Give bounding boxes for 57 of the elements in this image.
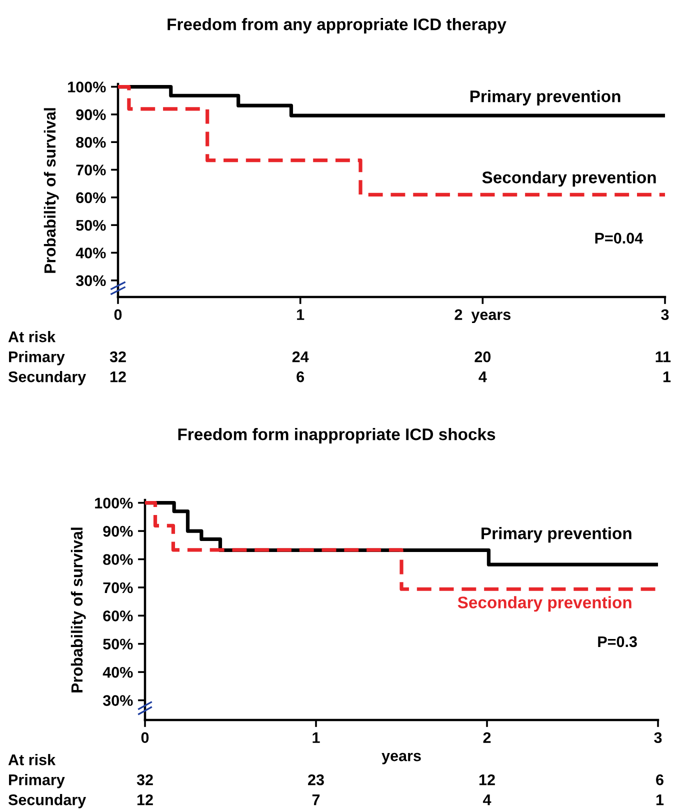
- y-tick-label: 60%: [76, 192, 106, 204]
- text: 11: [656, 352, 671, 362]
- text: 20: [474, 351, 491, 362]
- y-tick-label: 30%: [76, 275, 106, 286]
- text: Primary: [9, 351, 65, 366]
- text: 1: [656, 794, 664, 806]
- y-tick-label: 100%: [68, 82, 106, 92]
- y-tick-label: 90%: [103, 526, 133, 537]
- y-tick-label: 60%: [103, 610, 133, 622]
- y-tick-label: 40%: [76, 248, 106, 258]
- series-label: Secondary prevention: [482, 171, 656, 187]
- text: Secundary: [8, 371, 86, 386]
- x-tick-label: 3: [661, 309, 669, 320]
- annotation: P=0.04: [595, 232, 644, 244]
- x-tick-label: 3: [654, 732, 662, 744]
- y-tick-label: 30%: [102, 695, 133, 706]
- text: 32: [136, 774, 153, 786]
- text: 6: [656, 774, 664, 786]
- annotation: P=0.3: [598, 636, 637, 648]
- y-axis-title: Probability of survival: [70, 528, 86, 692]
- text: At risk: [8, 754, 56, 766]
- text: 4: [478, 372, 487, 382]
- text: 32: [110, 351, 126, 362]
- text: 7: [312, 794, 320, 806]
- text: 23: [308, 774, 324, 786]
- x-tick-label: 1: [312, 732, 320, 743]
- text: Primary: [9, 774, 65, 788]
- text: 1: [663, 372, 671, 382]
- y-tick-label: 70%: [103, 582, 133, 594]
- text: 12: [137, 794, 153, 806]
- series-label: Primary prevention: [482, 527, 632, 543]
- text: 6: [296, 371, 304, 382]
- y-tick-label: 80%: [76, 136, 106, 148]
- text: 24: [292, 351, 309, 362]
- text: 4: [482, 794, 492, 806]
- x-tick-label: 1: [297, 309, 304, 320]
- y-axis-title: Probability of survival: [44, 108, 59, 273]
- series-label: Secondary prevention: [458, 596, 632, 612]
- x-axis-title: years: [382, 752, 421, 764]
- series-label: Primary prevention: [470, 90, 620, 106]
- text: 12: [110, 371, 126, 382]
- y-tick-label: 80%: [103, 554, 133, 565]
- text: 12: [479, 774, 495, 786]
- y-tick-label: 70%: [76, 164, 106, 176]
- text: At risk: [8, 331, 56, 342]
- x-tick-label: 0: [141, 732, 149, 744]
- y-tick-label: 90%: [76, 109, 106, 120]
- chart-title: Freedom from any appropriate ICD therapy: [168, 18, 506, 34]
- text: Secundary: [8, 794, 86, 808]
- x-tick-label: 0: [114, 309, 122, 320]
- y-tick-label: 50%: [76, 220, 106, 231]
- chart-title: Freedom form inappropriate ICD shocks: [178, 428, 496, 444]
- y-tick-label: 100%: [95, 498, 133, 509]
- y-tick-label: 40%: [102, 666, 133, 678]
- x-tick-label: 2: [483, 732, 491, 743]
- x-tick-label: 2 years: [454, 309, 510, 324]
- y-tick-label: 50%: [103, 638, 133, 650]
